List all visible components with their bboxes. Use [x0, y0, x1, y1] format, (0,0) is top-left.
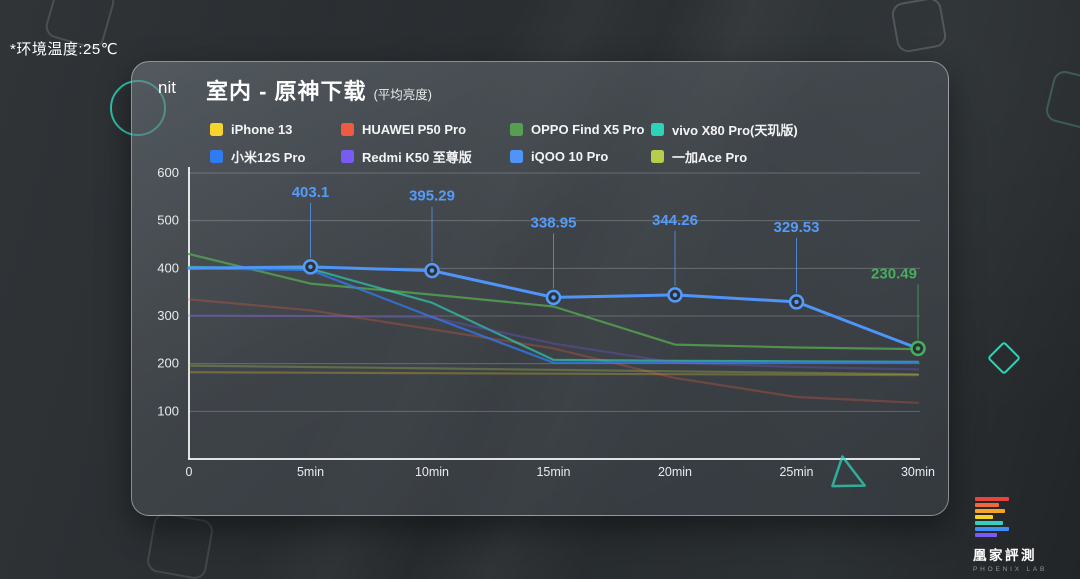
chart-card: nit 室内 - 原神下载 (平均亮度) iPhone 13 HUAWEI P50… — [131, 61, 949, 516]
legend-label: Redmi K50 至尊版 — [362, 150, 472, 165]
chart-svg: 600 500 400 300 200 100 0 5min 10min 15min 20min 25… — [157, 165, 936, 479]
legend-swatch — [510, 123, 523, 136]
legend-label: iPhone 13 — [231, 122, 293, 137]
brand-subtitle: PHOENIX LAB — [973, 566, 1048, 573]
data-point-label: 403.1 — [292, 184, 330, 201]
legend-label: iQOO 10 Pro — [531, 149, 609, 164]
brand-name: 凰家評測 — [973, 548, 1037, 563]
svg-text:500: 500 — [157, 213, 179, 228]
triangle-decoration — [831, 455, 866, 488]
logo-bar — [975, 521, 1003, 525]
data-point-label: 344.26 — [652, 212, 698, 229]
svg-text:400: 400 — [157, 260, 179, 275]
series-line — [187, 252, 920, 351]
svg-text:20min: 20min — [658, 465, 692, 479]
series-line — [187, 298, 920, 404]
data-point-label: 230.49 — [871, 265, 917, 282]
svg-text:100: 100 — [157, 403, 179, 418]
data-point-label: 395.29 — [409, 188, 455, 205]
legend-item-7: 一加Ace Pro — [651, 145, 798, 168]
legend-item-1: HUAWEI P50 Pro — [341, 118, 510, 141]
series-line — [187, 371, 920, 377]
logo-bar — [975, 515, 993, 519]
svg-text:200: 200 — [157, 356, 179, 371]
logo-bar — [975, 509, 1005, 513]
legend-swatch — [210, 150, 223, 163]
legend-item-3: vivo X80 Pro(天玑版) — [651, 118, 798, 141]
logo-bar — [975, 497, 1009, 501]
chart-title: 室内 - 原神下载 — [206, 79, 367, 104]
y-axis-unit-label: nit — [158, 78, 176, 97]
legend-item-0: iPhone 13 — [210, 118, 341, 141]
brand-logo: 凰家評測 PHOENIX LAB — [973, 497, 1047, 573]
chart-legend: iPhone 13 HUAWEI P50 Pro OPPO Find X5 Pro v… — [210, 118, 798, 168]
legend-swatch — [651, 150, 664, 163]
x-axis-tick-labels: 0 5min 10min 15min 20min 25min 30min — [186, 465, 936, 479]
logo-bar — [975, 503, 999, 507]
legend-label: 小米12S Pro — [231, 150, 306, 165]
legend-label: HUAWEI P50 Pro — [362, 122, 467, 137]
legend-item-4: 小米12S Pro — [210, 145, 341, 168]
svg-text:300: 300 — [157, 308, 179, 323]
logo-bar — [975, 533, 997, 537]
legend-item-6: iQOO 10 Pro — [510, 145, 651, 168]
svg-text:10min: 10min — [415, 465, 449, 479]
legend-label: 一加Ace Pro — [672, 150, 748, 165]
brand-logo-bars — [975, 497, 1047, 537]
chart-title-suffix: (平均亮度) — [373, 88, 432, 102]
chart-title-row: 室内 - 原神下载 (平均亮度) — [206, 74, 432, 106]
legend-swatch — [341, 150, 354, 163]
legend-swatch — [210, 123, 223, 136]
series-line — [187, 364, 920, 376]
ambient-temperature-note: *环境温度:25℃ — [10, 41, 119, 58]
legend-label: OPPO Find X5 Pro — [531, 122, 645, 137]
rounded-square-decoration-bottom-left — [145, 511, 215, 579]
legend-swatch — [510, 150, 523, 163]
legend-swatch — [341, 123, 354, 136]
legend-item-2: OPPO Find X5 Pro — [510, 118, 651, 141]
point-labels: 403.1 395.29 338.95 344.26 329.53 230.49 — [292, 184, 926, 357]
series-line — [187, 314, 920, 371]
data-point-label: 338.95 — [531, 214, 577, 231]
data-point-label: 329.53 — [774, 219, 820, 236]
legend-label: vivo X80 Pro(天玑版) — [672, 123, 798, 138]
svg-text:25min: 25min — [779, 465, 813, 479]
y-axis-tick-labels: 600 500 400 300 200 100 — [157, 165, 179, 418]
legend-item-5: Redmi K50 至尊版 — [341, 145, 510, 168]
svg-text:5min: 5min — [297, 465, 324, 479]
legend-swatch — [651, 123, 664, 136]
svg-text:30min: 30min — [901, 465, 935, 479]
svg-text:15min: 15min — [536, 465, 570, 479]
rounded-square-decoration-top-right — [890, 0, 948, 54]
logo-bar — [975, 527, 1009, 531]
svg-text:0: 0 — [186, 465, 193, 479]
svg-text:600: 600 — [157, 165, 179, 180]
